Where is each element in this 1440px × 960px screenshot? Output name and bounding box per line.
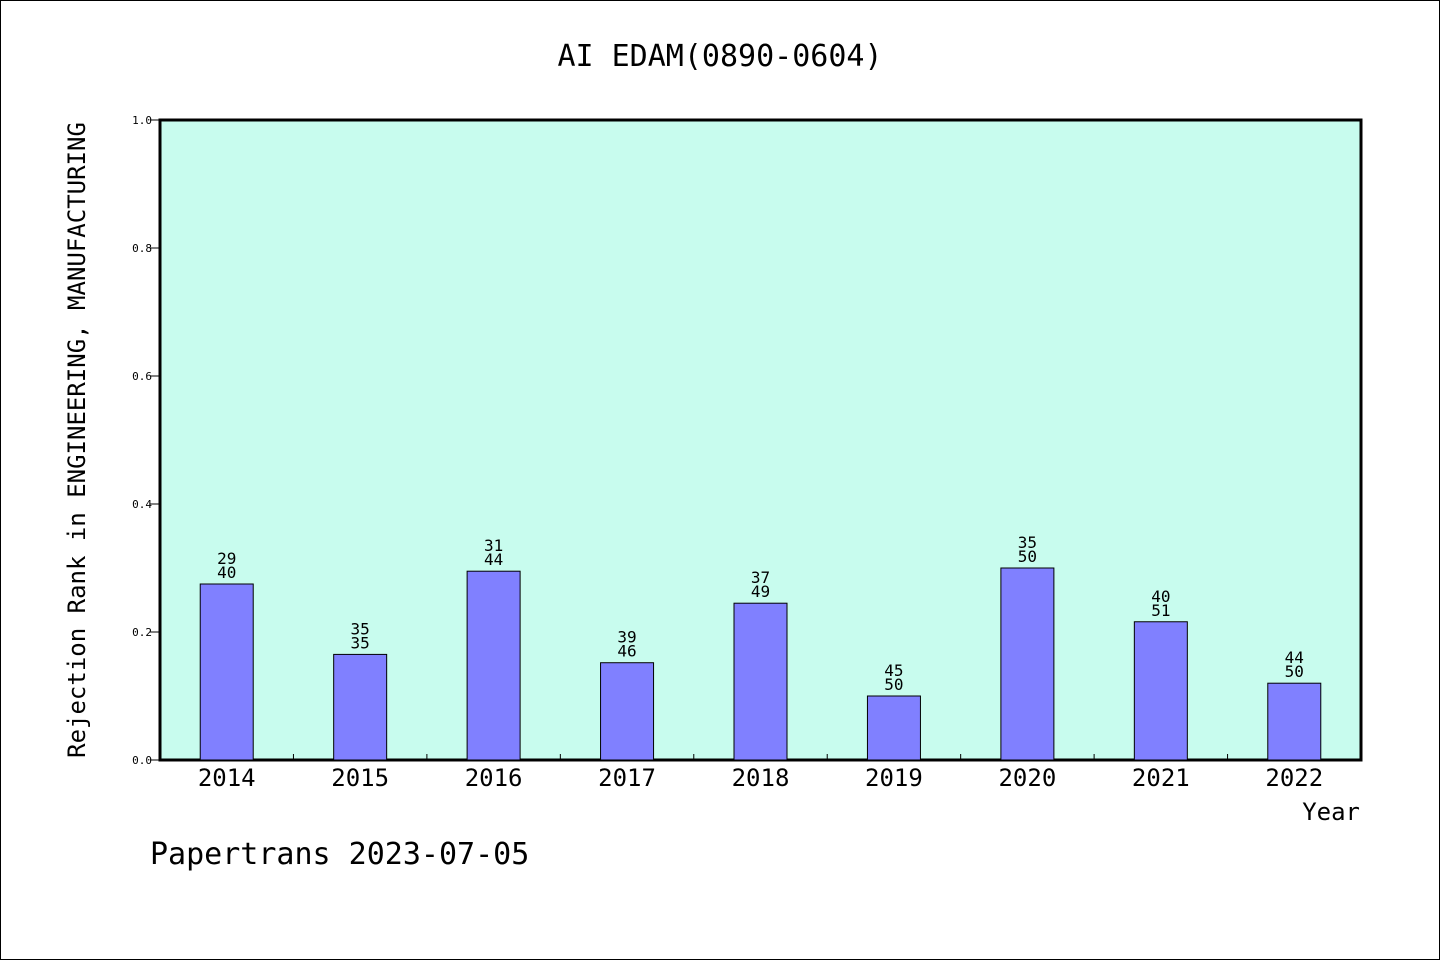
bar-label-top: 44 (1285, 648, 1304, 667)
bar-2021 (1133, 621, 1188, 761)
x-tick-label: 2020 (998, 764, 1056, 792)
bar-2014 (199, 583, 254, 761)
bar-label-top: 40 (1151, 587, 1170, 606)
x-tick-label: 2017 (598, 764, 656, 792)
bar-label-top: 31 (484, 536, 503, 555)
bar-label-bottom: 50 (884, 675, 903, 694)
x-tick-label: 2015 (331, 764, 389, 792)
bar-label-bottom: 51 (1151, 601, 1170, 620)
y-tick-label: 1.0 (132, 114, 152, 127)
x-tick-label: 2021 (1132, 764, 1190, 792)
bar-2016 (466, 570, 521, 761)
bar-2020 (1000, 567, 1055, 761)
x-tick-label: 2014 (198, 764, 256, 792)
footer-credit: Papertrans 2023-07-05 (150, 837, 529, 872)
y-axis-ticks: 0.0 0.2 0.4 0.6 0.8 1.0 (132, 114, 160, 767)
bar-2017 (600, 662, 655, 761)
bar-2022 (1267, 682, 1322, 761)
x-tick-label: 2016 (465, 764, 523, 792)
bar-label-top: 35 (1018, 533, 1037, 552)
y-tick-label: 0.8 (132, 242, 152, 255)
bar-label-bottom: 50 (1285, 662, 1304, 681)
x-tick-label: 2022 (1265, 764, 1323, 792)
y-tick-label: 0.6 (132, 370, 152, 383)
y-axis-label: Rejection Rank in ENGINEERING, MANUFACTU… (63, 122, 91, 758)
bar-label-top: 35 (351, 619, 370, 638)
bar-2018 (733, 602, 788, 761)
x-tick-label: 2019 (865, 764, 923, 792)
chart-title: AI EDAM(0890-0604) (557, 39, 882, 74)
bar-label-top: 39 (617, 628, 636, 647)
y-tick-label: 0.0 (132, 754, 152, 767)
bar-label-top: 29 (217, 549, 236, 568)
bar-2015 (333, 653, 388, 761)
bars (199, 567, 1322, 761)
bar-label-top: 37 (751, 568, 770, 587)
bar-label-bottom: 46 (617, 642, 636, 661)
x-tick-label: 2018 (732, 764, 790, 792)
bar-label-bottom: 40 (217, 563, 236, 582)
x-axis-label: Year (1302, 798, 1360, 826)
y-tick-label: 0.4 (132, 498, 152, 511)
x-axis-ticks: 2014 2015 2016 2017 2018 2019 2020 2021 2022 (198, 754, 1323, 792)
bar-label-bottom: 44 (484, 550, 503, 569)
bar-2019 (866, 695, 921, 761)
bar-label-bottom: 49 (751, 582, 770, 601)
bar-label-bottom: 50 (1018, 547, 1037, 566)
bar-label-top: 45 (884, 661, 903, 680)
y-tick-label: 0.2 (132, 626, 152, 639)
bar-label-bottom: 35 (351, 633, 370, 652)
